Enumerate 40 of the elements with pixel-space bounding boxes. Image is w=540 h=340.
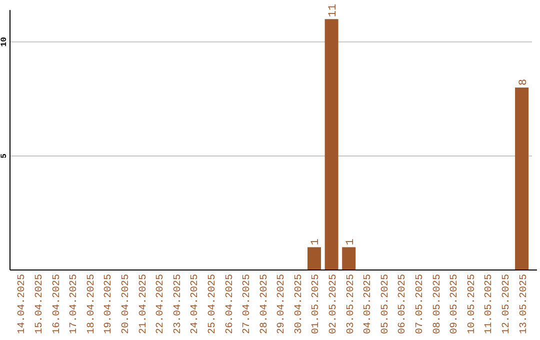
data-label: 8 <box>518 78 530 86</box>
x-tick-label: 16.04.2025 <box>52 274 63 334</box>
x-tick-label: 24.04.2025 <box>190 274 202 334</box>
bar <box>515 88 529 270</box>
x-tick-label: 18.04.2025 <box>86 274 98 334</box>
y-tick-label: 5 <box>0 153 9 158</box>
x-tick-label: 05.05.2025 <box>380 274 392 334</box>
x-tick-label: 14.04.2025 <box>17 274 28 334</box>
x-tick-label: 23.04.2025 <box>172 274 184 334</box>
x-tick-label: 17.04.2025 <box>69 274 80 334</box>
x-tick-label: 03.05.2025 <box>346 274 357 334</box>
x-tick-label: 11.05.2025 <box>484 274 496 334</box>
x-tick-label: 10.05.2025 <box>466 274 478 334</box>
x-tick-label: 30.04.2025 <box>294 274 305 334</box>
x-tick-label: 21.04.2025 <box>138 274 150 334</box>
x-tick-label: 08.05.2025 <box>432 274 444 334</box>
data-label: 11 <box>328 4 340 18</box>
x-tick-label: 15.04.2025 <box>34 274 46 334</box>
x-tick-label: 12.05.2025 <box>502 274 512 334</box>
data-label: 1 <box>344 238 357 246</box>
x-tick-label: 22.04.2025 <box>156 274 167 334</box>
y-tick-label: 10 <box>0 36 9 47</box>
x-tick-label: 02.05.2025 <box>328 274 340 334</box>
x-tick-label: 06.05.2025 <box>398 274 409 334</box>
x-tick-label: 13.05.2025 <box>518 274 530 334</box>
x-tick-label: 29.04.2025 <box>276 274 288 334</box>
x-tick-label: 28.04.2025 <box>259 274 270 334</box>
x-tick-label: 19.04.2025 <box>104 274 115 334</box>
data-label: 1 <box>310 238 322 246</box>
bar <box>307 247 321 270</box>
x-tick-label: 25.04.2025 <box>207 274 218 334</box>
bar <box>342 247 356 270</box>
x-tick-label: 07.05.2025 <box>415 274 426 334</box>
x-tick-label: 01.05.2025 <box>311 274 322 334</box>
x-tick-label: 09.05.2025 <box>450 274 461 334</box>
x-tick-label: 26.04.2025 <box>224 274 236 334</box>
x-tick-label: 04.05.2025 <box>363 274 374 334</box>
x-tick-label: 27.04.2025 <box>242 274 254 334</box>
x-tick-label: 20.04.2025 <box>120 274 132 334</box>
bar <box>324 19 338 270</box>
